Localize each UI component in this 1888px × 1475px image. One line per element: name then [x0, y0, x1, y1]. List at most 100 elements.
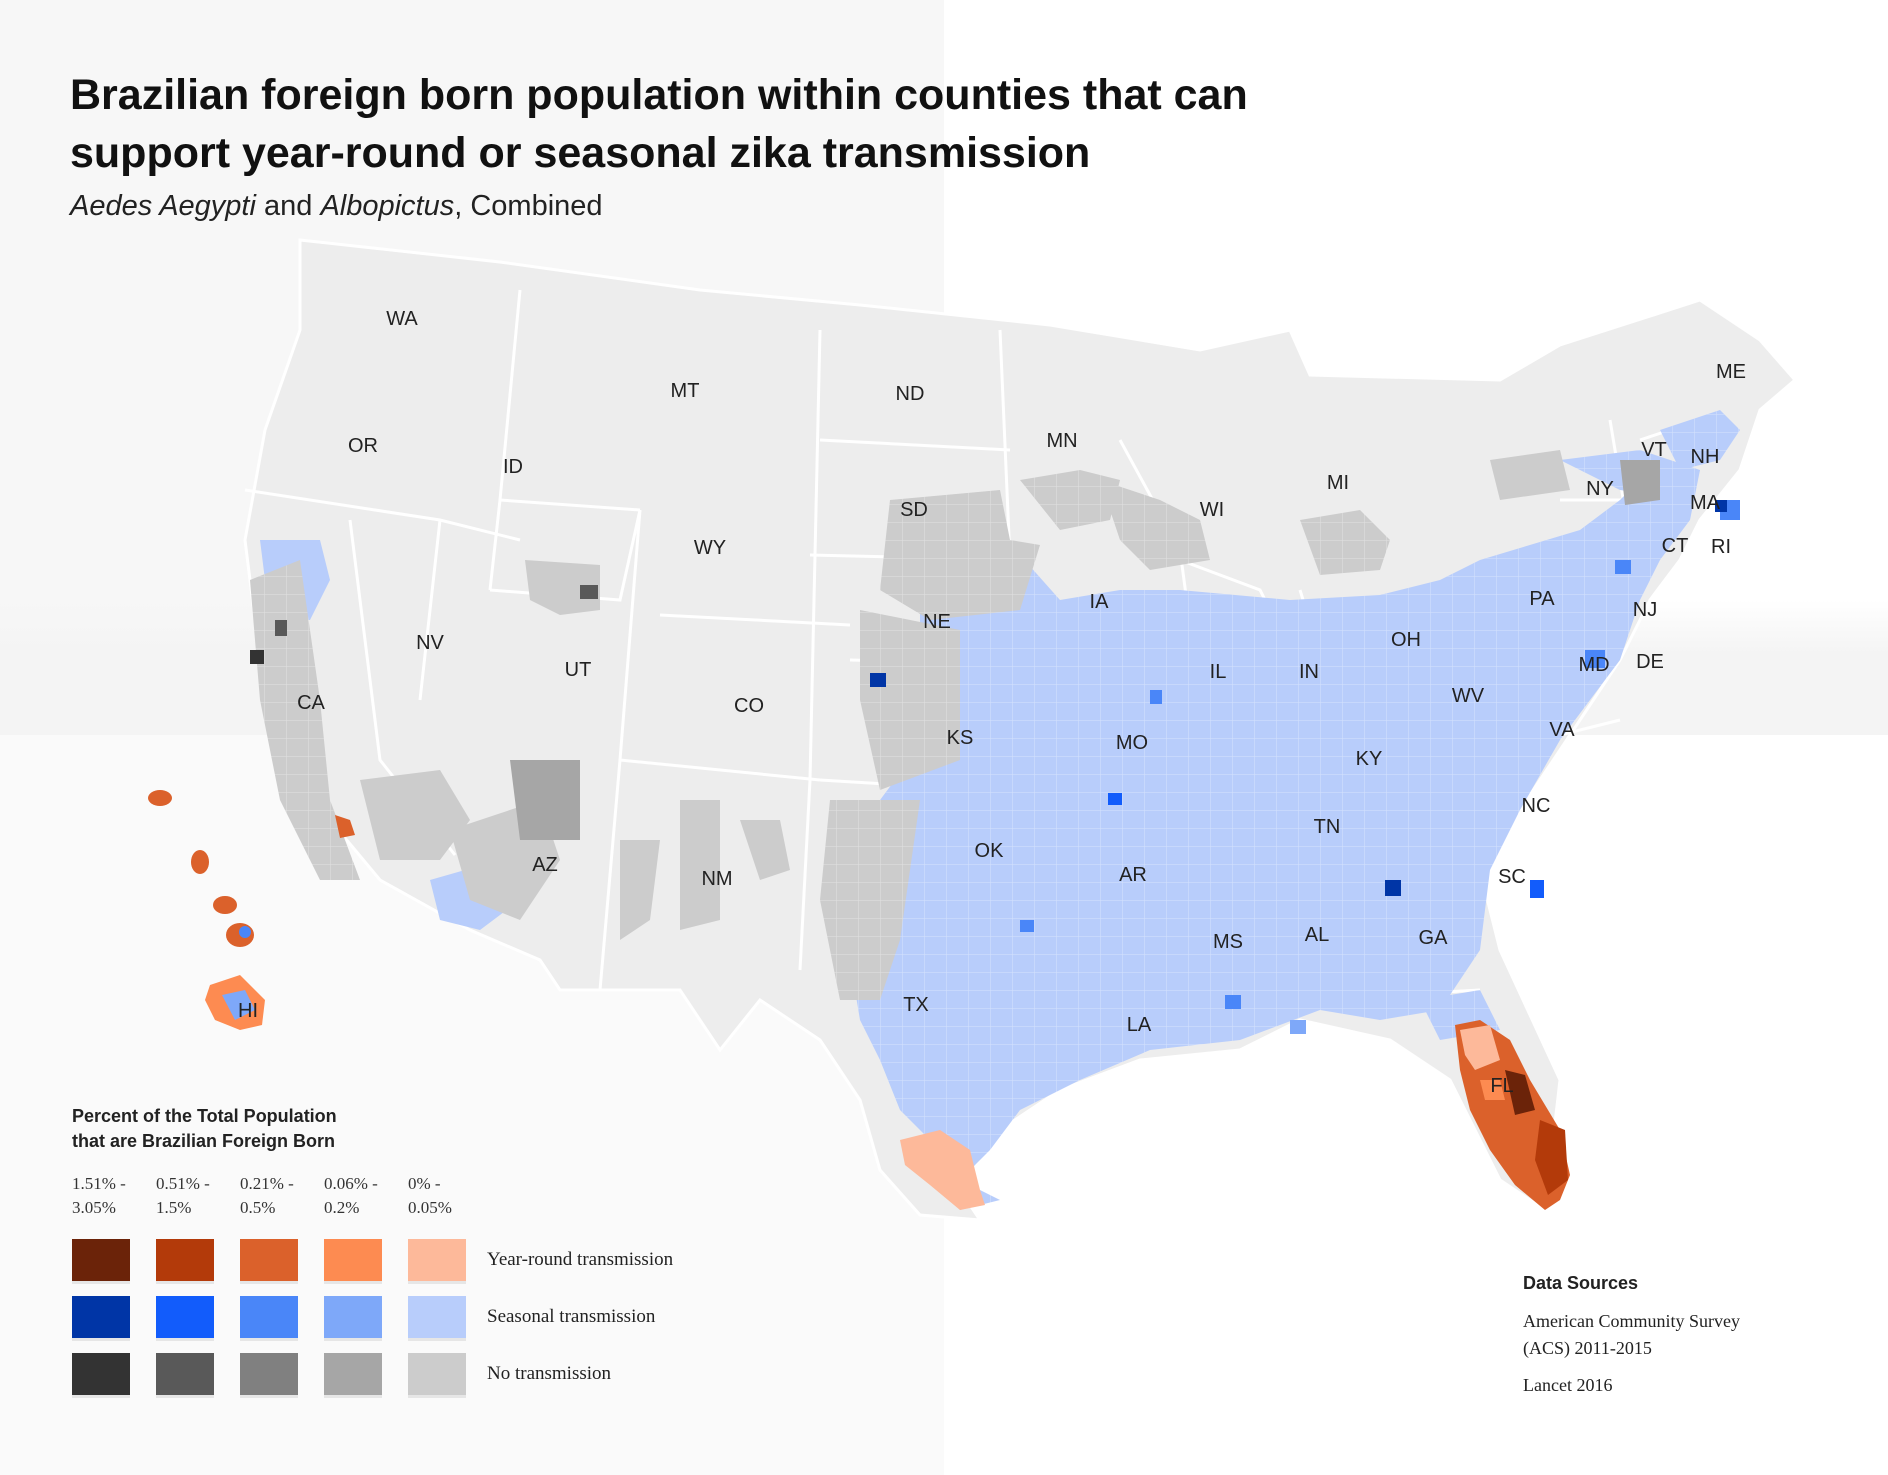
range-top: 0.06% - — [324, 1174, 378, 1193]
state-label-wv: WV — [1452, 685, 1485, 707]
legend-title-line2: that are Brazilian Foreign Born — [72, 1131, 336, 1151]
state-label-wy: WY — [694, 537, 726, 559]
range-bottom: 0.5% — [240, 1198, 276, 1217]
legend-swatch-seasonal-2 — [156, 1296, 214, 1338]
legend-swatch-year-round-4 — [324, 1239, 382, 1281]
state-label-tx: TX — [903, 994, 929, 1016]
range-top: 1.51% - — [72, 1174, 126, 1193]
legend-row-label-none: No transmission — [487, 1363, 612, 1384]
data-sources: Data Sources American Community Survey (… — [1523, 1273, 1823, 1399]
legend-range-5: 0% - 0.05% — [408, 1172, 488, 1220]
state-label-me: ME — [1716, 361, 1746, 383]
state-label-va: VA — [1549, 719, 1575, 741]
state-label-fl: FL — [1490, 1075, 1513, 1097]
state-label-mt: MT — [671, 380, 700, 402]
legend-swatch-seasonal-1 — [72, 1296, 130, 1338]
legend-swatch-year-round-1 — [72, 1239, 130, 1281]
state-label-ga: GA — [1419, 927, 1449, 949]
florida-year-round — [1455, 1020, 1570, 1210]
data-source-lancet: Lancet 2016 — [1523, 1375, 1613, 1395]
state-label-ms: MS — [1213, 931, 1243, 953]
legend-range-1: 1.51% - 3.05% — [72, 1172, 152, 1220]
no-transmission-region — [250, 450, 1660, 1000]
legend-range-4: 0.06% - 0.2% — [324, 1172, 404, 1220]
texas-year-round — [900, 1130, 985, 1210]
state-label-mi: MI — [1327, 472, 1349, 494]
state-label-ct: CT — [1662, 535, 1689, 557]
legend-swatch-year-round-5 — [408, 1239, 466, 1281]
legend-swatch-none-2 — [156, 1353, 214, 1395]
state-label-ok: OK — [975, 840, 1005, 862]
page-title: Brazilian foreign born population within… — [70, 71, 1248, 177]
state-label-la: LA — [1127, 1014, 1152, 1036]
legend-swatch-year-round-3 — [240, 1239, 298, 1281]
state-label-vt: VT — [1641, 439, 1667, 461]
state-label-ny: NY — [1586, 478, 1614, 500]
la-year-round — [335, 815, 355, 838]
state-label-ma: MA — [1690, 492, 1721, 514]
legend-swatch-none-1 — [72, 1353, 130, 1395]
state-label-ri: RI — [1711, 536, 1731, 558]
subtitle-species-2: Albopictus — [320, 190, 455, 222]
state-label-hi: HI — [238, 1000, 258, 1022]
subtitle-joiner: and — [255, 190, 321, 222]
range-bottom: 1.5% — [156, 1198, 192, 1217]
state-label-de: DE — [1636, 651, 1664, 673]
hawaii — [148, 790, 265, 1030]
state-label-pa: PA — [1529, 588, 1555, 610]
data-source-acs-line2: (ACS) 2011-2015 — [1523, 1338, 1652, 1358]
legend-row-label-year-round: Year-round transmission — [487, 1249, 674, 1270]
state-label-sd: SD — [900, 499, 928, 521]
state-label-ks: KS — [947, 727, 974, 749]
county-highlights — [250, 500, 1740, 1034]
range-top: 0% - — [408, 1174, 441, 1193]
state-label-tn: TN — [1314, 816, 1341, 838]
range-bottom: 0.2% — [324, 1198, 360, 1217]
range-top: 0.51% - — [156, 1174, 210, 1193]
subtitle-tail: , Combined — [454, 190, 603, 222]
state-label-nv: NV — [416, 632, 444, 654]
legend-range-3: 0.21% - 0.5% — [240, 1172, 320, 1220]
state-label-il: IL — [1210, 661, 1227, 683]
state-label-ia: IA — [1090, 591, 1110, 613]
state-label-wa: WA — [386, 308, 418, 330]
legend-swatch-seasonal-5 — [408, 1296, 466, 1338]
state-label-sc: SC — [1498, 866, 1526, 888]
legend-swatch-seasonal-3 — [240, 1296, 298, 1338]
range-bottom: 0.05% — [408, 1198, 452, 1217]
state-label-nm: NM — [701, 868, 732, 890]
legend: Percent of the Total Population that are… — [72, 1104, 792, 1395]
range-top: 0.21% - — [240, 1174, 294, 1193]
state-label-ne: NE — [923, 611, 951, 633]
subtitle-species-1: Aedes Aegypti — [70, 190, 256, 222]
state-label-nc: NC — [1522, 795, 1551, 817]
state-label-or: OR — [348, 435, 378, 457]
state-label-ut: UT — [565, 659, 592, 681]
state-label-co: CO — [734, 695, 764, 717]
state-label-nj: NJ — [1633, 599, 1657, 621]
state-labels: WA OR ID MT ND MN SD WY NV CA UT CO NE I… — [238, 308, 1746, 1097]
legend-title-line1: Percent of the Total Population — [72, 1106, 337, 1126]
data-sources-heading: Data Sources — [1523, 1273, 1639, 1293]
legend-swatch-none-3 — [240, 1353, 298, 1395]
state-label-ky: KY — [1356, 748, 1383, 770]
legend-swatch-year-round-2 — [156, 1239, 214, 1281]
legend-swatch-none-4 — [324, 1353, 382, 1395]
state-label-mn: MN — [1046, 430, 1077, 452]
state-label-al: AL — [1305, 924, 1329, 946]
state-label-nd: ND — [896, 383, 925, 405]
state-label-mo: MO — [1116, 732, 1148, 754]
range-bottom: 3.05% — [72, 1198, 116, 1217]
legend-title: Percent of the Total Population that are… — [72, 1104, 792, 1154]
state-label-id: ID — [503, 456, 523, 478]
state-label-in: IN — [1299, 661, 1319, 683]
state-label-oh: OH — [1391, 629, 1421, 651]
subtitle: Aedes Aegypti and Albopictus, Combined — [70, 190, 603, 223]
state-label-ar: AR — [1119, 864, 1147, 886]
state-label-ca: CA — [297, 692, 325, 714]
legend-row-label-seasonal: Seasonal transmission — [487, 1306, 656, 1327]
legend-range-2: 0.51% - 1.5% — [156, 1172, 236, 1220]
legend-swatch-none-5 — [408, 1353, 466, 1395]
state-label-az: AZ — [532, 854, 558, 876]
